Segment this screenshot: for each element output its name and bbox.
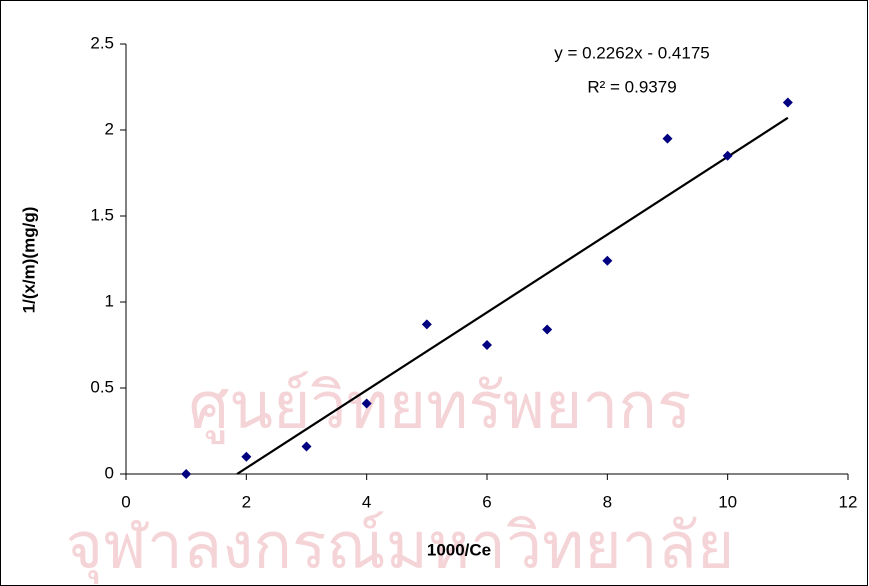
point: [181, 469, 191, 479]
x-tick-label: 6: [482, 492, 491, 511]
watermark: ศูนย์วิทยทรัพยากร: [189, 370, 692, 445]
point: [602, 256, 612, 266]
y-tick-label: 1.5: [90, 205, 114, 224]
point: [241, 452, 251, 462]
point: [783, 97, 793, 107]
point: [663, 134, 673, 144]
x-tick-label: 0: [121, 492, 130, 511]
x-tick-label: 8: [603, 492, 612, 511]
y-tick-label: 0.5: [90, 377, 114, 396]
x-axis-title: 1000/Ce: [427, 540, 491, 559]
x-tick-label: 4: [362, 492, 371, 511]
point: [482, 340, 492, 350]
y-tick-label: 0: [105, 463, 114, 482]
watermark: จุฬาลงกรณ์มหาวิทยาลัย: [66, 510, 735, 585]
y-tick-label: 2: [105, 119, 114, 138]
y-tick-label: 1: [105, 291, 114, 310]
point: [422, 319, 432, 329]
annotation: y = 0.2262x - 0.4175: [554, 43, 709, 62]
point: [542, 325, 552, 335]
x-tick-label: 12: [839, 492, 858, 511]
x-tick-label: 2: [242, 492, 251, 511]
y-axis-title: 1/(x/m)(mg/g): [19, 207, 38, 314]
y-tick-label: 2.5: [90, 33, 114, 52]
chart: ศูนย์วิทยทรัพยากร จุฬาลงกรณ์มหาวิทยาลัย …: [0, 0, 869, 586]
annotation: R² = 0.9379: [587, 77, 676, 96]
x-tick-label: 10: [718, 492, 737, 511]
